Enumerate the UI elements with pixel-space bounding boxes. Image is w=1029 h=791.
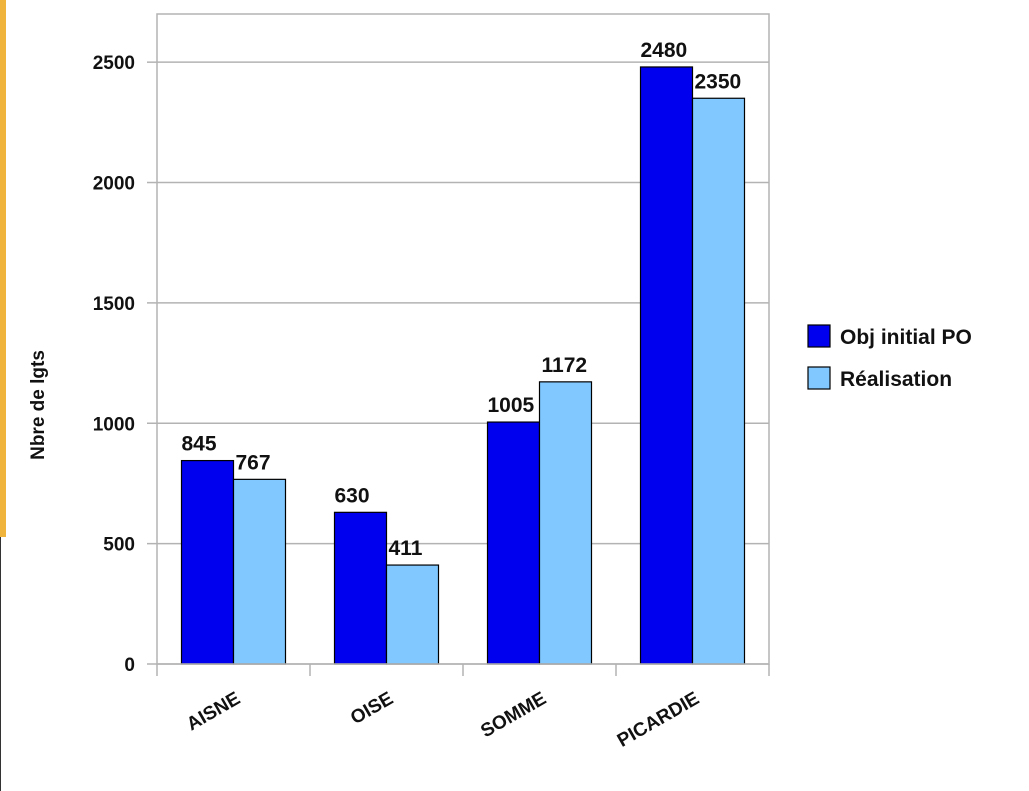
legend-swatch — [807, 366, 831, 390]
slide-edge-box — [0, 537, 6, 791]
legend-swatch — [807, 324, 831, 348]
y-tick-label: 2500 — [93, 53, 135, 74]
data-label: 630 — [335, 484, 370, 507]
legend-label: Obj initial PO — [840, 326, 972, 349]
bar — [691, 97, 746, 665]
data-label: 767 — [236, 451, 271, 474]
bar — [232, 478, 287, 665]
y-tick-label: 2000 — [93, 174, 135, 195]
x-category-label: OISE — [347, 688, 397, 729]
bar — [180, 459, 235, 665]
data-labels: 845 767 630 411 1005 1172 2480 2350 — [182, 39, 742, 560]
y-tick-label: 0 — [124, 655, 135, 676]
bar — [538, 381, 593, 665]
y-axis-title: Nbre de lgts — [28, 350, 49, 460]
bar — [639, 66, 694, 665]
legend-label: Réalisation — [840, 368, 952, 391]
slide-edge-strip — [0, 0, 6, 791]
data-label: 2350 — [695, 70, 742, 93]
data-label: 845 — [182, 433, 217, 456]
y-tick-label: 1000 — [93, 414, 135, 435]
data-label: 1172 — [542, 354, 588, 377]
y-tick-label: 1500 — [93, 294, 135, 315]
legend: Obj initial PO Réalisation — [807, 324, 972, 391]
data-label: 2480 — [641, 39, 688, 62]
x-category-label: AISNE — [183, 688, 244, 735]
bar — [385, 564, 440, 665]
y-tick-label: 500 — [103, 535, 135, 556]
x-category-label: SOMME — [477, 688, 550, 742]
bar — [333, 511, 388, 665]
x-category-label: PICARDIE — [614, 688, 703, 752]
bars — [180, 66, 746, 665]
data-label: 411 — [389, 537, 423, 560]
data-label: 1005 — [488, 394, 535, 417]
bar — [486, 421, 541, 665]
